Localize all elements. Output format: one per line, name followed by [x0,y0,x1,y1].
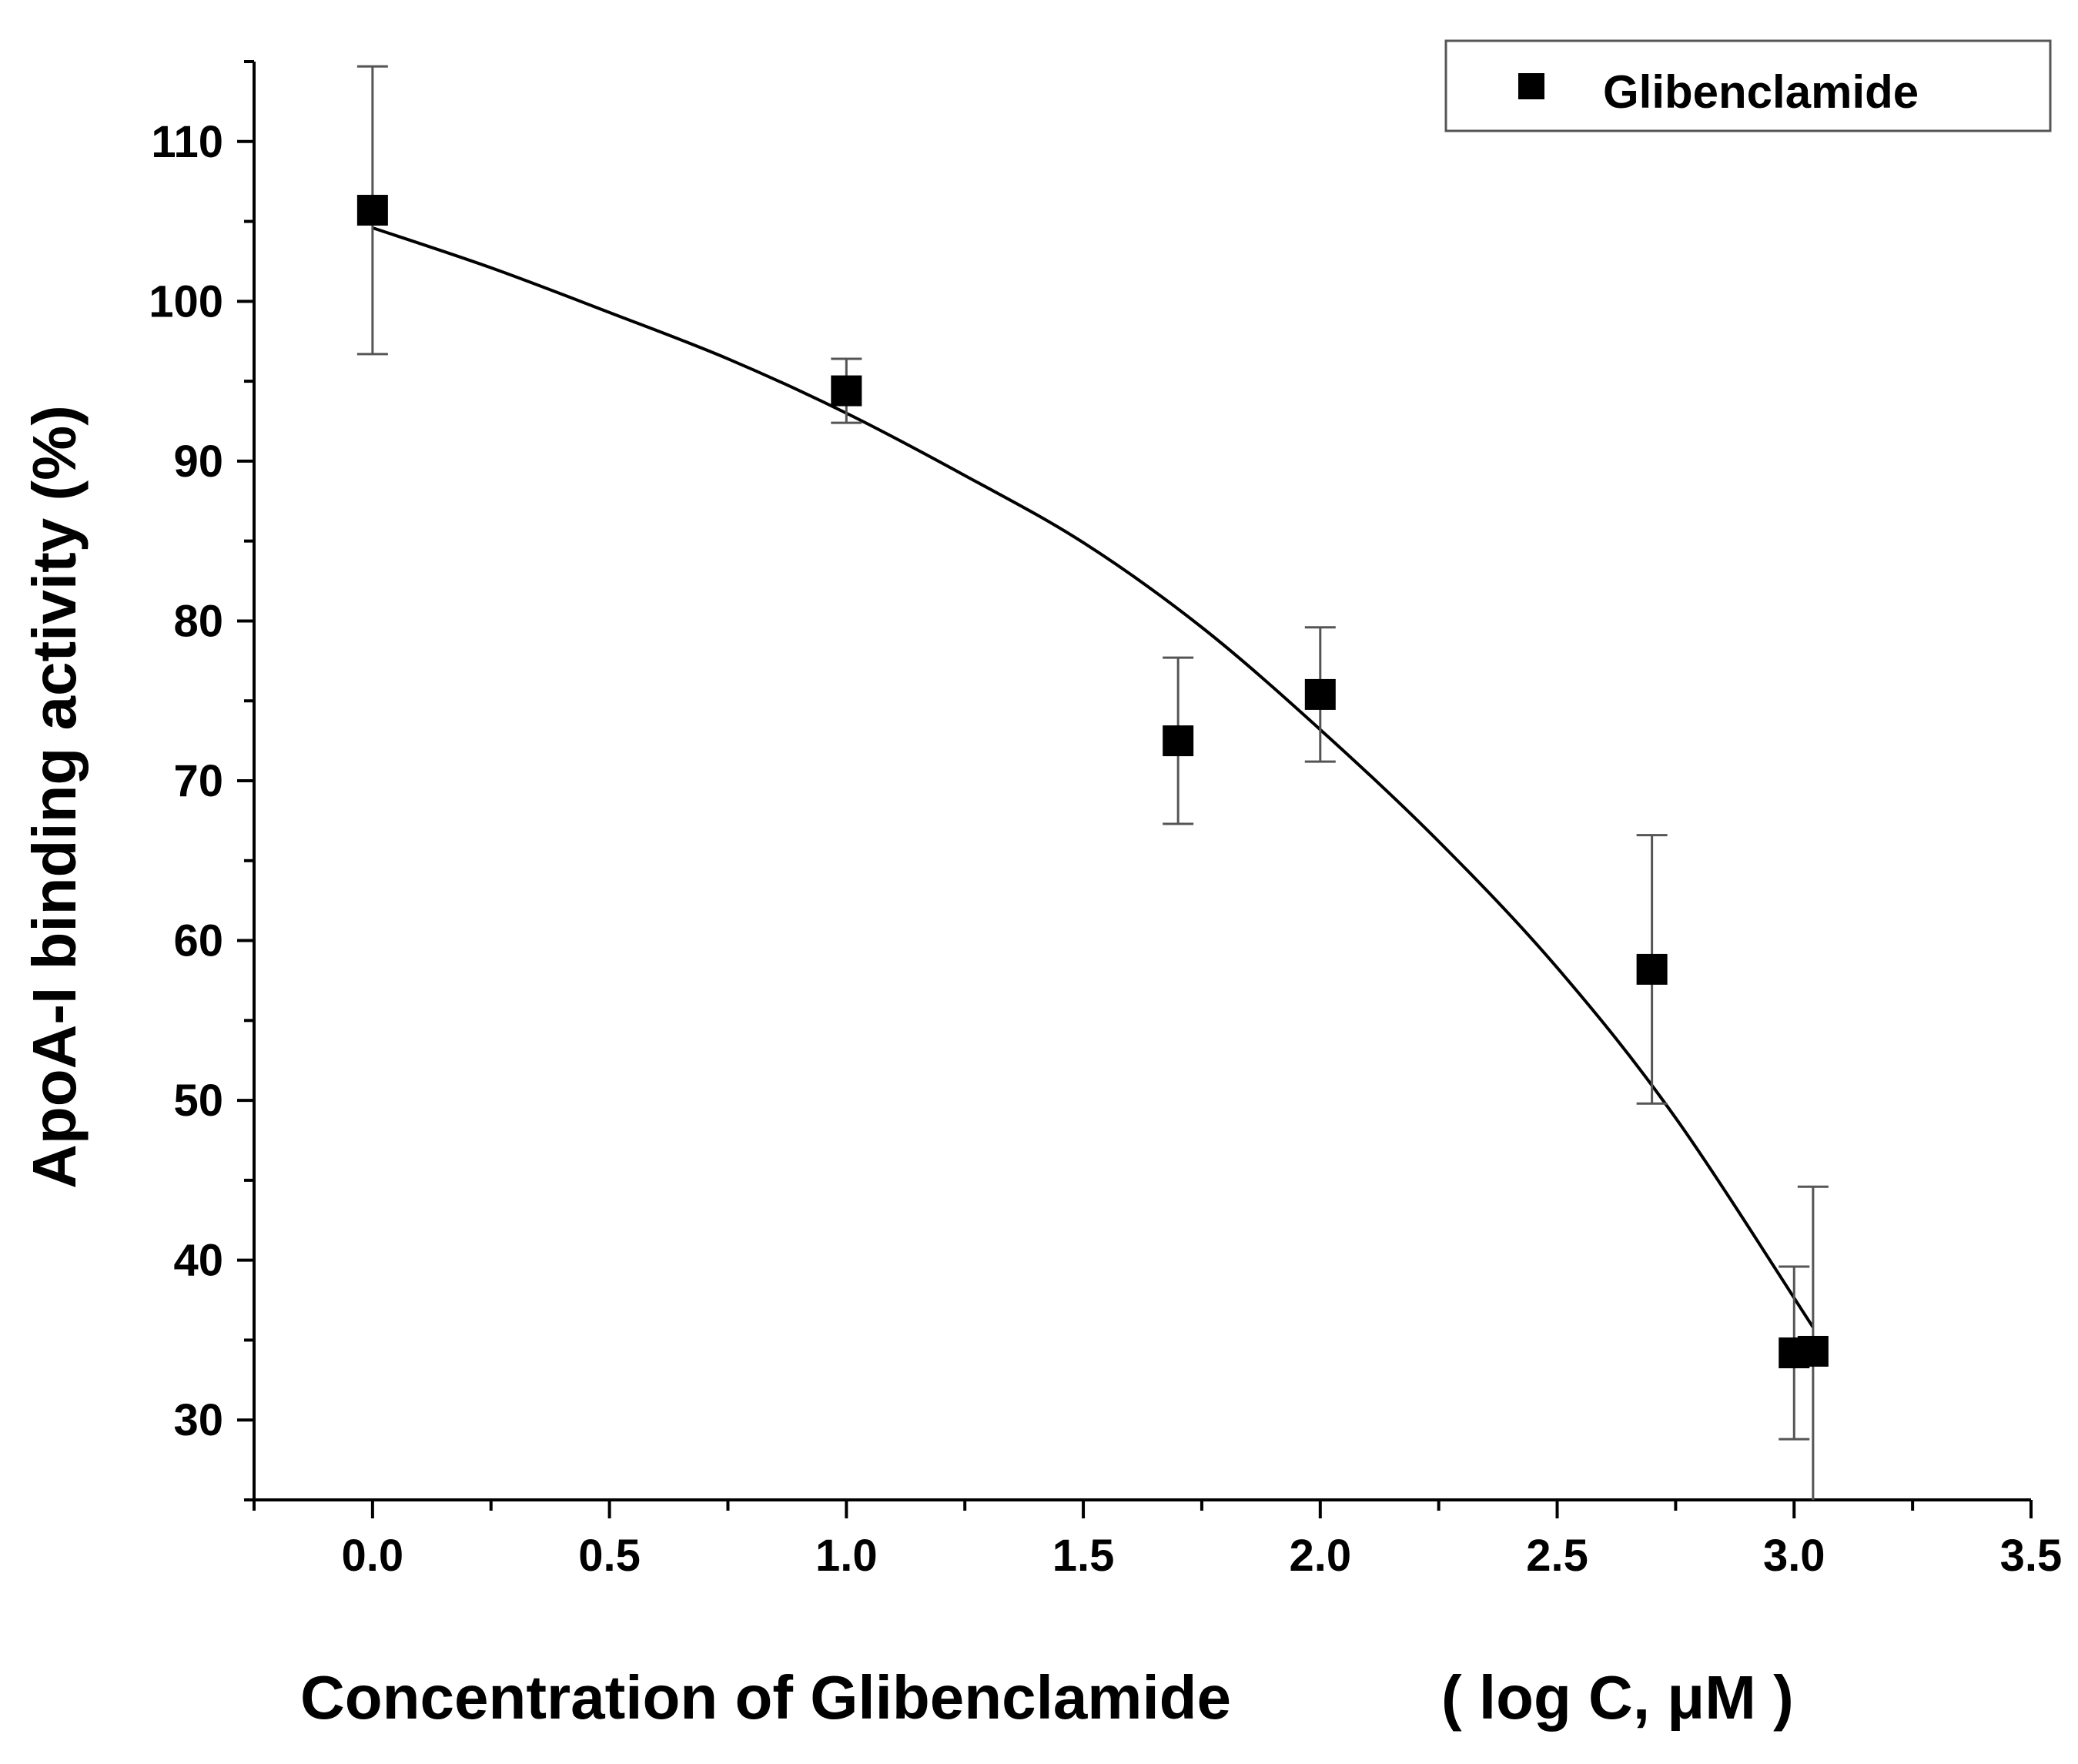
x-tick-label: 3.0 [1763,1531,1825,1581]
y-axis-title: ApoA-I binding activity (%) [20,405,89,1189]
data-point [831,375,862,407]
y-tick-label: 110 [151,117,223,167]
y-tick-label: 50 [173,1076,223,1126]
fit-curve-line [372,226,1815,1328]
error-bars [356,65,1829,1500]
x-tick-label: 3.5 [2000,1531,2063,1581]
x-tick-label: 1.5 [1052,1531,1115,1581]
legend-box [1444,39,2052,132]
y-tick-label: 80 [173,596,223,646]
x-tick-label: 2.5 [1526,1531,1588,1581]
x-tick-label: 0.0 [342,1531,404,1581]
y-tick-label: 70 [173,756,223,806]
tick-labels: 30 40 50 60 70 80 90 100 110 0.0 0.5 1.0 1.5 2.0 2.5 3.… [149,117,2062,1581]
x-tick-label: 2.0 [1289,1531,1351,1581]
x-axis-title: Concentration of Glibenclamide [300,1663,1231,1732]
ticks [237,60,2033,1518]
data-point [1163,725,1194,757]
data-points [356,195,1829,1369]
x-tick-label: 0.5 [578,1531,641,1581]
y-tick-label: 90 [173,437,223,487]
x-tick-label: 1.0 [815,1531,878,1581]
data-point [356,195,388,226]
fit-curve-group [372,226,1815,1328]
x-axis-unit: ( log C, μM ) [1441,1663,1794,1732]
legend-label: Glibenclamide [1603,66,1919,118]
y-tick-label: 40 [173,1236,223,1286]
data-point [1304,678,1336,710]
y-tick-label: 60 [173,916,223,966]
y-tick-label: 100 [149,276,223,326]
data-point [1636,953,1668,985]
y-tick-label: 30 [173,1395,223,1445]
legend: Glibenclamide [1444,39,2052,132]
legend-marker-square [1518,73,1544,99]
data-point [1797,1335,1829,1367]
